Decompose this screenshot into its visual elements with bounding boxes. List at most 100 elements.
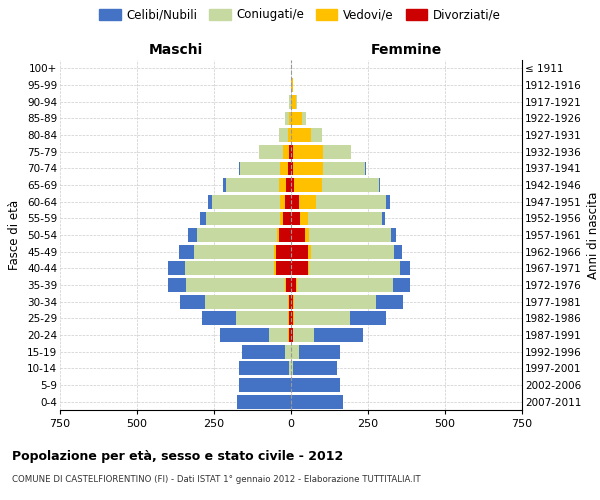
Bar bbox=[293, 295, 294, 308]
Bar bbox=[300, 212, 308, 225]
Bar bbox=[291, 178, 294, 192]
Bar bbox=[308, 245, 311, 258]
Bar bbox=[202, 312, 236, 325]
Bar bbox=[291, 162, 293, 175]
Bar bbox=[291, 328, 293, 342]
Bar bbox=[293, 162, 323, 175]
Bar bbox=[297, 278, 392, 292]
Bar bbox=[286, 178, 291, 192]
Bar bbox=[291, 395, 343, 408]
Bar bbox=[391, 228, 396, 242]
Bar bbox=[280, 162, 288, 175]
Bar bbox=[296, 278, 297, 292]
Bar bbox=[197, 228, 277, 242]
Bar bbox=[291, 278, 296, 292]
Bar bbox=[288, 295, 289, 308]
Bar bbox=[288, 128, 291, 142]
Bar bbox=[289, 328, 291, 342]
Bar bbox=[239, 162, 240, 175]
Bar bbox=[291, 112, 302, 125]
Bar bbox=[294, 178, 322, 192]
Bar bbox=[311, 128, 322, 142]
Bar bbox=[392, 278, 410, 292]
Bar bbox=[291, 262, 308, 275]
Bar bbox=[293, 145, 323, 158]
Bar bbox=[291, 245, 308, 258]
Bar bbox=[278, 128, 288, 142]
Bar bbox=[239, 378, 291, 392]
Bar bbox=[308, 212, 382, 225]
Bar bbox=[293, 312, 294, 325]
Bar bbox=[289, 312, 291, 325]
Bar bbox=[400, 262, 410, 275]
Bar bbox=[311, 245, 394, 258]
Bar bbox=[223, 178, 226, 192]
Bar bbox=[226, 178, 278, 192]
Bar bbox=[283, 145, 289, 158]
Bar bbox=[259, 145, 283, 158]
Bar bbox=[285, 195, 291, 208]
Bar bbox=[394, 245, 402, 258]
Bar bbox=[288, 162, 291, 175]
Bar bbox=[291, 312, 293, 325]
Y-axis label: Fasce di età: Fasce di età bbox=[8, 200, 22, 270]
Bar bbox=[275, 245, 291, 258]
Bar bbox=[278, 178, 286, 192]
Bar bbox=[291, 295, 293, 308]
Bar bbox=[314, 328, 364, 342]
Bar bbox=[180, 295, 205, 308]
Bar bbox=[291, 212, 300, 225]
Bar bbox=[185, 262, 274, 275]
Bar bbox=[200, 212, 206, 225]
Bar bbox=[274, 262, 275, 275]
Bar bbox=[285, 112, 289, 125]
Bar bbox=[291, 95, 296, 108]
Text: Femmine: Femmine bbox=[371, 42, 442, 56]
Bar bbox=[186, 278, 285, 292]
Text: Maschi: Maschi bbox=[148, 42, 203, 56]
Bar bbox=[289, 145, 291, 158]
Bar bbox=[299, 195, 316, 208]
Bar bbox=[291, 228, 305, 242]
Bar bbox=[386, 195, 389, 208]
Bar bbox=[291, 362, 293, 375]
Bar bbox=[289, 295, 291, 308]
Bar bbox=[237, 395, 291, 408]
Bar bbox=[299, 345, 340, 358]
Bar bbox=[289, 95, 291, 108]
Bar bbox=[293, 328, 314, 342]
Y-axis label: Anni di nascita: Anni di nascita bbox=[587, 192, 600, 278]
Bar bbox=[310, 262, 400, 275]
Bar bbox=[285, 345, 291, 358]
Bar bbox=[277, 228, 278, 242]
Bar bbox=[302, 112, 307, 125]
Bar bbox=[236, 312, 288, 325]
Bar bbox=[188, 228, 197, 242]
Bar bbox=[350, 312, 386, 325]
Bar bbox=[239, 362, 289, 375]
Bar bbox=[288, 312, 289, 325]
Bar bbox=[322, 178, 379, 192]
Bar bbox=[220, 328, 269, 342]
Bar bbox=[305, 228, 310, 242]
Bar bbox=[291, 78, 293, 92]
Bar bbox=[280, 212, 283, 225]
Bar bbox=[205, 295, 288, 308]
Bar bbox=[179, 245, 194, 258]
Bar bbox=[308, 262, 310, 275]
Bar bbox=[206, 212, 280, 225]
Bar bbox=[291, 345, 299, 358]
Bar bbox=[291, 145, 293, 158]
Bar bbox=[194, 245, 274, 258]
Bar bbox=[323, 162, 365, 175]
Bar bbox=[240, 162, 280, 175]
Bar bbox=[289, 362, 291, 375]
Bar bbox=[285, 278, 286, 292]
Bar bbox=[293, 362, 337, 375]
Bar bbox=[376, 295, 403, 308]
Text: COMUNE DI CASTELFIORENTINO (FI) - Dati ISTAT 1° gennaio 2012 - Elaborazione TUTT: COMUNE DI CASTELFIORENTINO (FI) - Dati I… bbox=[12, 475, 421, 484]
Bar bbox=[275, 262, 291, 275]
Legend: Celibi/Nubili, Coniugati/e, Vedovi/e, Divorziati/e: Celibi/Nubili, Coniugati/e, Vedovi/e, Di… bbox=[97, 6, 503, 24]
Bar bbox=[168, 278, 186, 292]
Text: Popolazione per età, sesso e stato civile - 2012: Popolazione per età, sesso e stato civil… bbox=[12, 450, 343, 463]
